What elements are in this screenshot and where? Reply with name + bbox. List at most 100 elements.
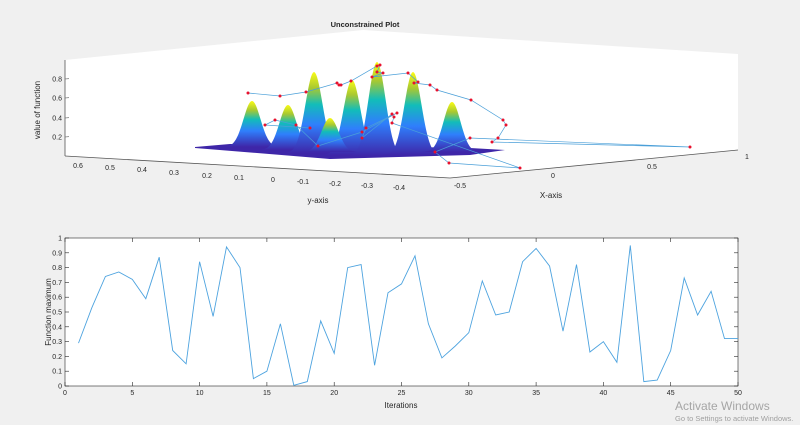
surface-peak <box>422 102 482 152</box>
x-tick-label: 45 <box>667 390 675 397</box>
search-point-marker <box>390 121 394 125</box>
search-point-marker <box>370 75 374 79</box>
search-point-marker <box>468 136 472 140</box>
search-point-marker <box>316 144 320 148</box>
search-point-marker <box>390 112 394 116</box>
search-point-marker <box>435 88 439 92</box>
search-point-marker <box>360 136 364 140</box>
search-point-marker <box>308 126 312 130</box>
y-tick-label: 0.3 <box>169 170 179 177</box>
search-point-marker <box>416 80 420 84</box>
search-point-marker <box>428 83 432 87</box>
function-maximum-line <box>78 245 738 386</box>
search-point-marker <box>406 71 410 75</box>
search-point-marker <box>504 123 508 127</box>
plot3d-background <box>65 30 738 178</box>
x-tick-label: 1 <box>745 154 749 161</box>
surface-peak <box>300 118 360 152</box>
x-tick-label: -0.5 <box>454 183 466 190</box>
y-tick-label: 0.2 <box>52 354 62 361</box>
line-plot: 0 5 10 15 20 25 30 35 40 45 50 0 0.1 0.2 0.3 0.4 0.5 0.6 0… <box>44 236 742 411</box>
z-tick-label: 0.6 <box>52 96 62 103</box>
surface-peak <box>383 72 443 155</box>
y-tick-label: 0.8 <box>52 265 62 272</box>
search-point-marker <box>447 161 451 165</box>
search-point-marker <box>381 71 385 75</box>
y-tick-label: 0.4 <box>52 324 62 331</box>
search-point-marker <box>273 118 277 122</box>
search-point-marker <box>339 83 343 87</box>
y-tick-label: 0 <box>58 384 62 391</box>
search-point-marker <box>392 115 396 119</box>
search-path <box>246 63 692 170</box>
y-tick-label: 0.9 <box>52 250 62 257</box>
y-tick-label: -0.3 <box>361 183 373 190</box>
y-axis-line <box>64 155 451 179</box>
x-tick-label: 50 <box>734 390 742 397</box>
y-tick-label: 0.5 <box>105 165 115 172</box>
search-point-marker <box>263 123 267 127</box>
y-axis-label: Function maximum <box>44 278 53 346</box>
surface-plot: Unconstrained Plot 0.2 0.4 0.6 0.8 0.6 0.5 0.4… <box>33 20 749 205</box>
y-tick-label: 1 <box>58 236 62 243</box>
y-tick-label: 0.6 <box>73 163 83 170</box>
z-axis-label: value of function <box>33 81 42 139</box>
x-tick-label: 35 <box>532 390 540 397</box>
plot3d-title: Unconstrained Plot <box>331 20 400 29</box>
surface-peak <box>222 101 282 147</box>
search-point-marker <box>433 150 437 154</box>
y-tick-label: 0.1 <box>234 175 244 182</box>
search-point-marker <box>335 81 339 85</box>
y-tick-label: -0.1 <box>297 179 309 186</box>
search-point-marker <box>375 70 379 74</box>
x-tick-label: 5 <box>130 390 134 397</box>
x-tick-label: 25 <box>398 390 406 397</box>
x-tick-label: 0 <box>63 390 67 397</box>
plot2d-background <box>64 237 739 387</box>
surface-peak <box>284 72 344 153</box>
search-point-marker <box>364 126 368 130</box>
x-tick-label: 0.5 <box>647 164 657 171</box>
search-point-marker <box>501 118 505 122</box>
x-tick-label: 15 <box>263 390 271 397</box>
search-point-marker <box>304 90 308 94</box>
x-axis-label: Iterations <box>385 401 418 410</box>
y-tick-label: 0.4 <box>137 167 147 174</box>
y-tick-label: 0.3 <box>52 339 62 346</box>
x-axis-label: X-axis <box>540 191 562 200</box>
search-point-marker <box>246 91 250 95</box>
activate-windows-subtitle: Go to Settings to activate Windows. <box>675 414 794 423</box>
search-point-marker <box>378 63 382 67</box>
x-tick-label: 30 <box>465 390 473 397</box>
search-point-marker <box>349 79 353 83</box>
search-point-marker <box>294 123 298 127</box>
x-tick-label: 40 <box>600 390 608 397</box>
search-point-marker <box>688 145 692 149</box>
y-tick-label: 0.1 <box>52 369 62 376</box>
search-point-marker <box>360 130 364 134</box>
x-tick-label: 10 <box>196 390 204 397</box>
x-tick-label: 0 <box>551 173 555 180</box>
y-tick-label: 0.5 <box>52 310 62 317</box>
search-point-marker <box>395 111 399 115</box>
x-tick-label: 20 <box>330 390 338 397</box>
x-axis-line <box>449 149 739 179</box>
z-tick-label: 0.8 <box>52 77 62 84</box>
search-point-marker <box>490 140 494 144</box>
activate-windows-title: Activate Windows <box>675 399 770 413</box>
y-tick-label: 0.2 <box>202 173 212 180</box>
search-point-marker <box>278 94 282 98</box>
z-tick-label: 0.2 <box>52 135 62 142</box>
surface-peak <box>347 62 407 156</box>
search-point-marker <box>518 166 522 170</box>
y-tick-label: -0.4 <box>393 185 405 192</box>
y-tick-label: -0.2 <box>329 181 341 188</box>
y-axis-label: y-axis <box>308 196 329 205</box>
surface-peak <box>258 105 318 150</box>
search-point-marker <box>375 64 379 68</box>
search-point-marker <box>469 98 473 102</box>
surface-peak <box>322 80 382 155</box>
y-tick-label: 0 <box>271 177 275 184</box>
y-tick-label: 0.7 <box>52 280 62 287</box>
